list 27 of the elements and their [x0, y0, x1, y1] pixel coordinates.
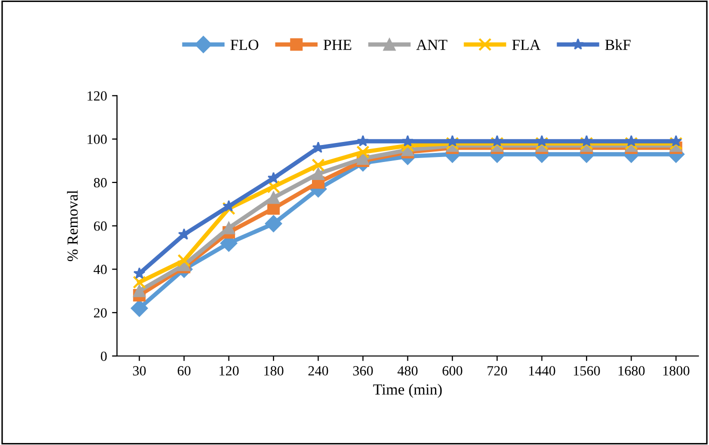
- y-tick-label: 120: [88, 91, 107, 101]
- x-tick-label: 480: [398, 366, 418, 376]
- legend-label: ANT: [416, 40, 448, 50]
- y-tick-label: 80: [94, 178, 107, 188]
- legend-label: FLA: [512, 40, 540, 50]
- legend-label: BkF: [605, 39, 631, 50]
- y-tick-label: 100: [88, 134, 107, 144]
- x-axis-title: Time (min): [373, 384, 442, 398]
- y-tick-label: 0: [100, 352, 107, 361]
- y-tick-label: 60: [94, 221, 107, 231]
- x-tick-label: 30: [133, 366, 146, 376]
- x-tick-label: 60: [178, 366, 190, 376]
- legend-label: FLO: [230, 40, 258, 50]
- x-tick-label: 1800: [663, 366, 690, 376]
- x-tick-label: 600: [442, 366, 462, 376]
- x-tick-label: 360: [353, 366, 373, 376]
- y-tick-label: 40: [94, 264, 107, 274]
- y-tick-label: 20: [94, 308, 107, 318]
- x-tick-label: 1560: [574, 366, 600, 376]
- legend-label: PHE: [324, 40, 352, 50]
- x-tick-label: 1680: [618, 366, 645, 376]
- x-tick-label: 120: [220, 366, 239, 376]
- x-tick-label: 180: [264, 366, 284, 376]
- x-tick-label: 720: [488, 366, 508, 376]
- x-tick-label: 1440: [529, 366, 556, 376]
- y-axis-title: % Removal: [67, 190, 78, 262]
- x-tick-label: 240: [308, 366, 328, 376]
